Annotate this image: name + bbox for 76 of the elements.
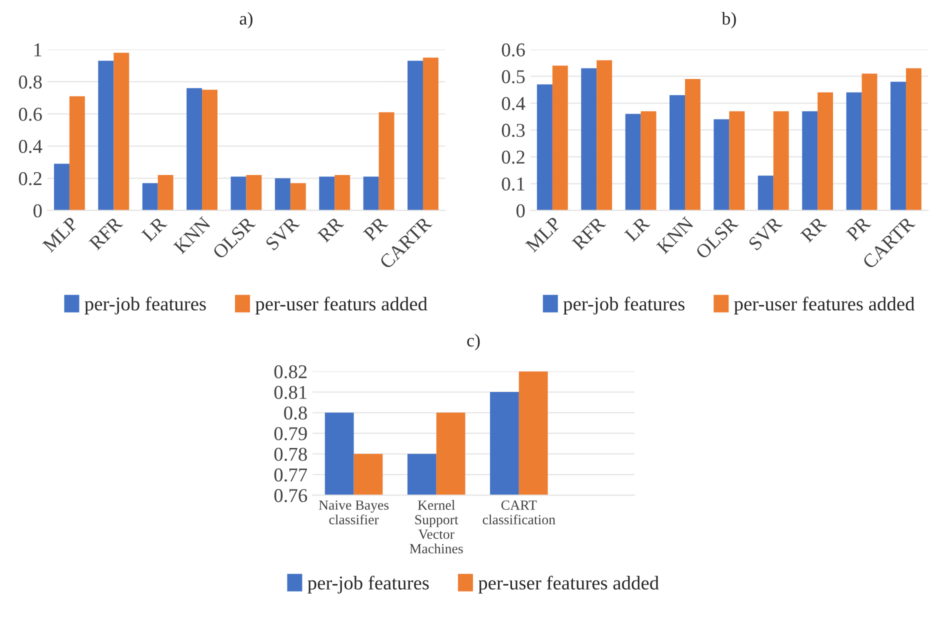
bar xyxy=(625,114,641,210)
x-tick-label: SVR xyxy=(748,216,784,251)
bar xyxy=(758,176,774,210)
legend-label: per-job features xyxy=(308,576,429,594)
bar xyxy=(906,68,922,210)
legend-label: per-user features added xyxy=(734,296,915,314)
bar xyxy=(54,164,70,210)
bar xyxy=(142,183,158,210)
y-tick-label: 0.8 xyxy=(18,76,42,89)
x-tick-label: SVR xyxy=(265,216,300,251)
bar xyxy=(846,92,862,210)
bar xyxy=(158,175,174,210)
y-tick-label: 0.82 xyxy=(274,365,307,378)
bar xyxy=(98,60,114,210)
bar xyxy=(552,66,568,210)
chart-title: c) xyxy=(467,334,480,350)
bar xyxy=(729,111,745,210)
y-tick-label: 0.77 xyxy=(274,468,308,482)
bar xyxy=(536,84,552,210)
bar xyxy=(246,175,262,210)
bar xyxy=(640,111,656,210)
bar xyxy=(596,60,612,210)
y-tick-label: 0.81 xyxy=(274,386,306,400)
x-tick-label: LR xyxy=(141,216,168,242)
bar xyxy=(581,68,597,210)
x-tick-label: RR xyxy=(800,216,828,243)
bar xyxy=(684,79,700,210)
y-tick-label: 0.8 xyxy=(284,406,307,420)
bar xyxy=(69,96,85,210)
y-tick-label: 0.4 xyxy=(18,140,42,154)
bar xyxy=(290,183,306,210)
legend-label: per-job features xyxy=(84,296,206,314)
bar xyxy=(230,176,246,210)
chart-title: a) xyxy=(240,12,252,28)
legend-label: per-job features xyxy=(563,296,684,314)
bar xyxy=(408,60,423,210)
y-tick-label: 0.76 xyxy=(274,489,308,502)
bar xyxy=(319,176,335,210)
y-tick-label: 0.1 xyxy=(502,177,524,191)
bar xyxy=(670,95,685,210)
y-tick-label: 0.5 xyxy=(502,70,525,84)
x-tick-label: RR xyxy=(317,216,344,243)
y-tick-label: 0.79 xyxy=(274,427,307,440)
x-tick-label: Kernel Support Vector Machines xyxy=(410,500,463,554)
bar xyxy=(114,52,130,210)
bar xyxy=(422,58,438,210)
y-tick-label: 0.6 xyxy=(502,43,525,57)
y-tick-label: 1 xyxy=(34,43,42,56)
y-tick-label: 0 xyxy=(516,204,525,218)
y-tick-label: 0.3 xyxy=(502,124,525,138)
y-tick-label: 0.6 xyxy=(18,108,42,121)
x-tick-label: RFR xyxy=(572,216,606,250)
x-tick-label: CART classification xyxy=(482,500,556,524)
x-tick-label: Naive Bayes classifier xyxy=(318,500,389,524)
y-tick-label: 0.2 xyxy=(502,150,524,164)
bar xyxy=(186,88,202,210)
y-tick-label: 0.78 xyxy=(274,448,307,461)
bar xyxy=(862,74,878,210)
y-tick-label: 0.4 xyxy=(502,96,526,110)
bar xyxy=(202,90,218,210)
bar xyxy=(334,175,350,210)
bar xyxy=(773,111,789,210)
bar xyxy=(818,92,834,210)
x-tick-label: RFR xyxy=(88,216,124,250)
legend-label: per-user featurs added xyxy=(255,296,428,314)
bar xyxy=(890,82,906,210)
bar xyxy=(802,111,818,210)
bar xyxy=(378,112,394,210)
bar xyxy=(714,119,730,210)
bar xyxy=(274,178,290,210)
x-tick-label: LR xyxy=(624,216,650,242)
chart-title: b) xyxy=(722,12,736,28)
y-tick-label: 0.2 xyxy=(18,172,42,186)
legend-label: per-user features added xyxy=(478,576,659,594)
bar xyxy=(363,176,379,210)
y-tick-label: 0 xyxy=(34,204,42,218)
